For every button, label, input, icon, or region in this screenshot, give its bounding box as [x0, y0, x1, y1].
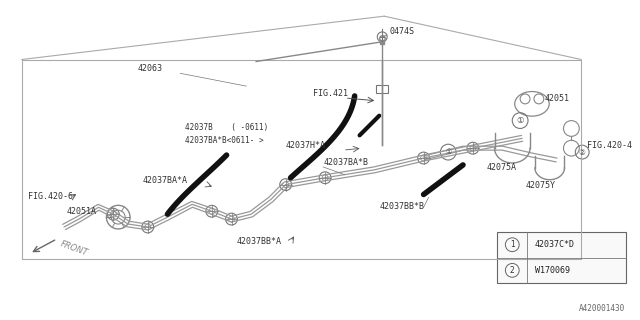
- Text: 2: 2: [510, 266, 515, 275]
- Text: 0474S: 0474S: [389, 27, 414, 36]
- Text: FIG.420-6: FIG.420-6: [28, 192, 72, 201]
- Text: 42075Y: 42075Y: [526, 180, 556, 189]
- Text: ②: ②: [579, 148, 586, 156]
- Bar: [376, 85, 388, 93]
- Text: 42037BA*A: 42037BA*A: [143, 176, 188, 185]
- Text: 42037B    ( -0611): 42037B ( -0611): [185, 124, 268, 132]
- Text: 42037BA*B<0611- >: 42037BA*B<0611- >: [185, 136, 264, 145]
- Text: ①: ①: [445, 149, 451, 155]
- Text: 42051: 42051: [545, 94, 570, 103]
- Text: 1: 1: [510, 240, 515, 249]
- Text: FIG.420-4: FIG.420-4: [587, 141, 632, 150]
- Text: W170069: W170069: [535, 266, 570, 275]
- Text: 42037H*A: 42037H*A: [285, 141, 326, 150]
- Text: ①: ①: [516, 116, 524, 125]
- Text: 42037BB*B: 42037BB*B: [380, 202, 424, 211]
- Text: FIG.421: FIG.421: [313, 89, 348, 98]
- Bar: [497, 232, 625, 283]
- Text: 42075A: 42075A: [486, 163, 516, 172]
- Text: 42037BA*B: 42037BA*B: [323, 158, 368, 167]
- Text: 42063: 42063: [138, 64, 163, 73]
- Text: 42037BB*A: 42037BB*A: [236, 237, 282, 246]
- Text: 42037C*D: 42037C*D: [535, 240, 575, 249]
- Text: A420001430: A420001430: [579, 304, 625, 313]
- Text: 42051A: 42051A: [67, 207, 97, 216]
- Text: FRONT: FRONT: [59, 239, 89, 258]
